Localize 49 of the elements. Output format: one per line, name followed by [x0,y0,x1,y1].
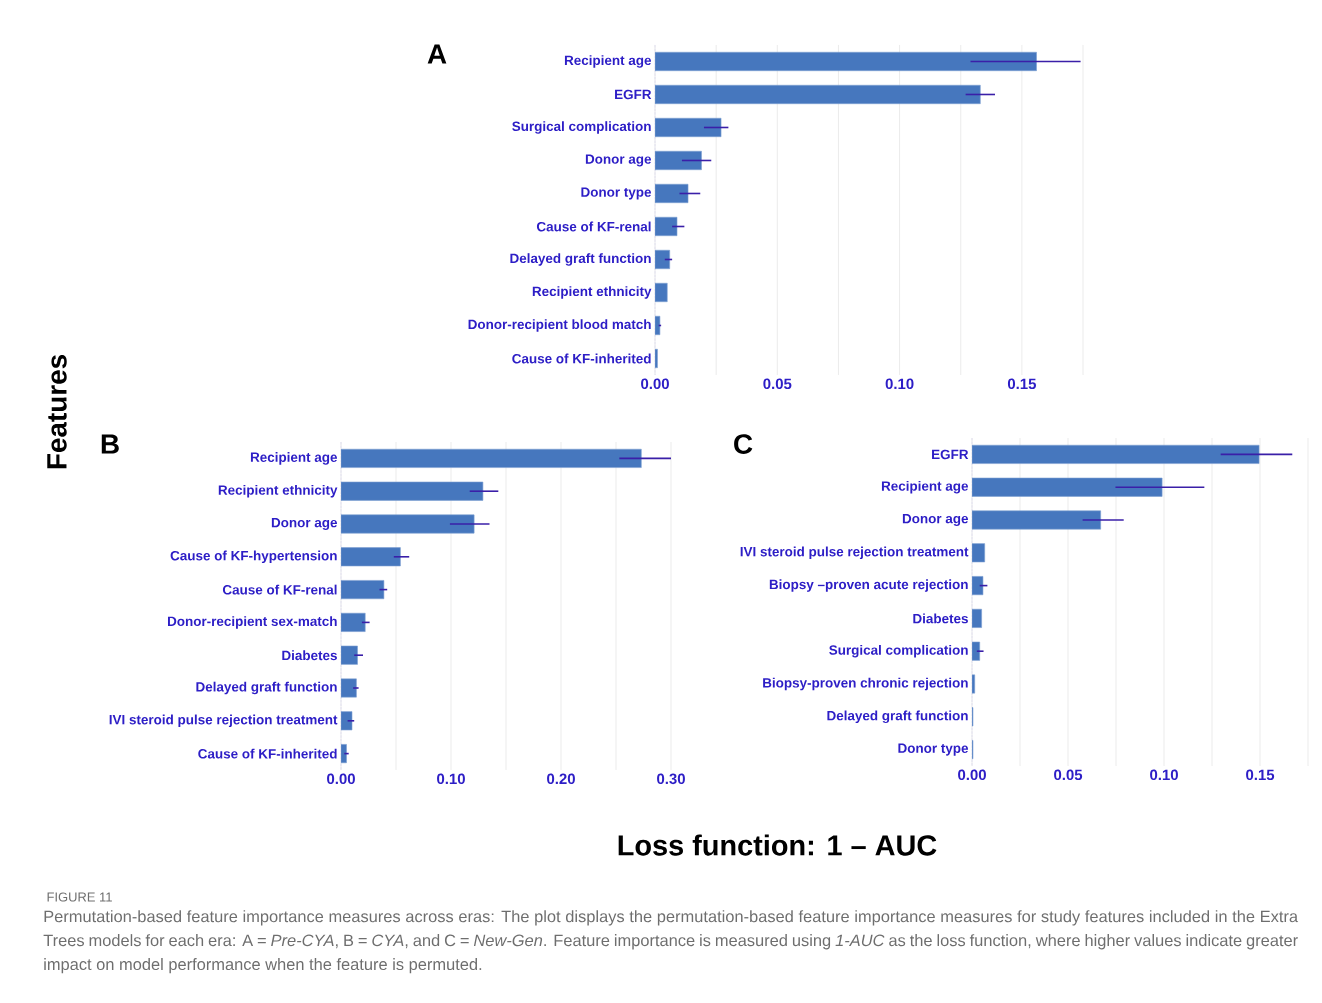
y-tick-label: Delayed graft function [510,253,651,266]
x-tick-label: 0.00 [641,378,669,390]
y-axis-title: Features [47,354,67,469]
y-tick-label: Recipient ethnicity [532,286,652,299]
y-tick-label: IVI steroid pulse rejection treatment [740,546,969,560]
x-tick-label: 0.00 [327,773,355,785]
x-tick-label: 0.05 [1054,769,1083,781]
x-tick-label: 0.00 [958,769,986,781]
y-tick-label: Cause of KF-inherited [512,353,651,364]
y-tick-label: EGFR [932,449,969,460]
y-tick-label: Cause of KF-inherited [198,748,337,759]
y-tick-label: Donor age [271,517,338,531]
y-tick-label: Delayed graft function [196,681,337,695]
x-tick-label: 0.10 [885,378,914,390]
chart-title: A [427,44,447,64]
y-tick-label: Surgical complication [512,121,651,134]
y-tick-label: Donor age [585,154,652,167]
y-tick-label: IVI steroid pulse rejection treatment [109,714,338,728]
y-tick-label: Cause of KF-renal [222,584,337,595]
text: B [101,434,119,454]
y-tick-label: EGFR [615,89,652,100]
x-tick-label: 0.05 [763,378,792,390]
x-tick-label: 0.15 [1246,769,1275,781]
y-tick-label: Cause of KF-renal [536,221,651,232]
text: Permutation-based feature importance measures across eras: The plot displays the permutation-based feature importance measures for study features included in the Extra Trees models for each era: A = Pre-CYA, B = CYA, and C = New-Gen. Feature importance is measured using 1-AUC as the loss function, where higher values indicate greater impact on model performance when the feature is permuted. [43,910,1299,974]
x-tick-label: 0.30 [657,773,685,785]
y-tick-label: Recipient age [564,55,652,68]
caption: FIGURE 11 [47,892,112,902]
y-tick-label: Donor-recipient blood match [468,319,651,332]
y-tick-label: Donor-recipient sex-match [167,616,337,629]
y-tick-label: Delayed graft function [827,710,968,724]
text: C [734,434,753,454]
x-tick-label: 0.10 [437,773,465,785]
x-tick-label: 0.20 [547,773,575,785]
y-tick-label: Recipient ethnicity [218,484,338,498]
y-tick-label: Cause of KF-hypertension [170,550,337,564]
x-axis-title: Loss function: 1 – AUC [618,834,937,856]
y-tick-label: Diabetes [282,650,337,661]
y-tick-label: Biopsy-proven chronic rejection [763,677,968,691]
y-tick-label: Surgical complication [829,644,968,658]
y-tick-label: Diabetes [913,613,968,624]
y-tick-label: Donor age [902,513,969,527]
x-tick-label: 0.15 [1007,378,1036,390]
y-tick-label: Recipient age [881,480,969,494]
y-tick-label: Donor type [581,187,652,200]
x-tick-label: 0.10 [1150,769,1178,781]
y-tick-label: Biopsy –proven acute rejection [769,579,968,592]
y-tick-label: Recipient age [250,452,338,465]
y-tick-label: Donor type [898,743,969,756]
